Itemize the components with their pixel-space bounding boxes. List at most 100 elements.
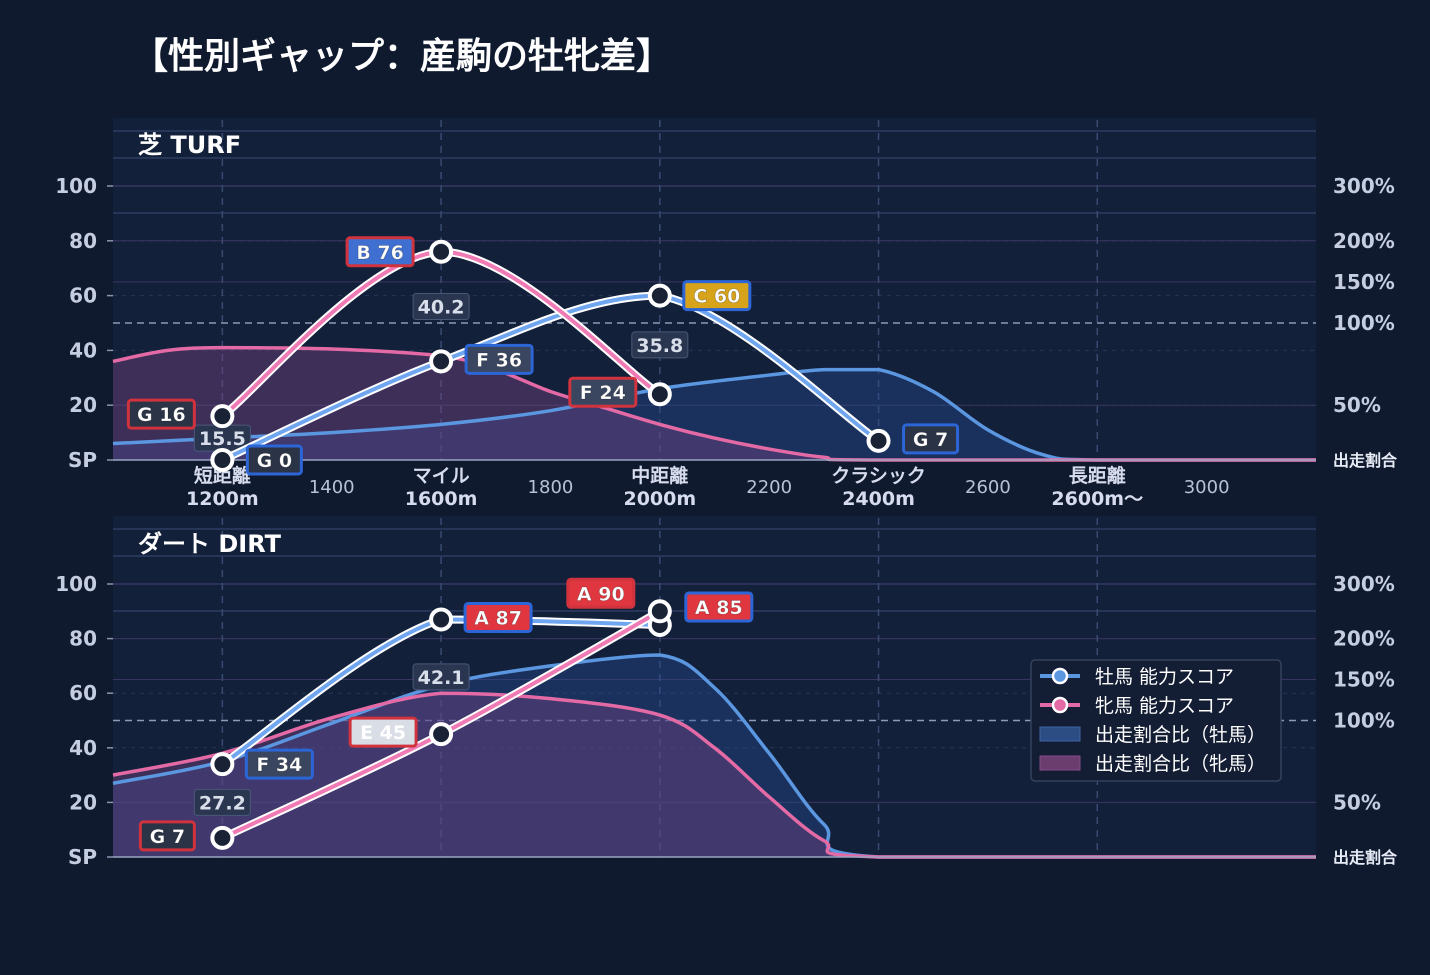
right-tick-label: 100% [1333, 311, 1395, 335]
y-tick-label: 60 [69, 284, 97, 308]
x-tick-label: 1800 [528, 477, 574, 498]
x-category-label: クラシック [831, 465, 926, 487]
grade-label-box-female [345, 236, 415, 268]
ratio-label-box [412, 663, 470, 691]
area-fill-male [113, 654, 1316, 857]
x-category-label: マイル [413, 465, 470, 487]
grade-label-box-male [464, 343, 534, 375]
ratio-label: 27.2 [199, 792, 246, 814]
marker-male [866, 428, 891, 453]
ratio-label-box [631, 331, 689, 359]
grade-label-female: A 90 [577, 583, 625, 605]
x-category-label: 中距離 [631, 464, 688, 487]
grade-label-female: F 24 [580, 382, 626, 404]
marker-male [647, 283, 672, 308]
right-tick-label: 200% [1333, 229, 1395, 253]
marker-male [429, 349, 454, 374]
y-tick-label: 60 [69, 681, 97, 705]
grade-label-box-female [138, 820, 196, 852]
grade-label-box-male [684, 591, 754, 623]
right-tick-label: 出走割合 [1333, 848, 1398, 867]
legend-label: 牡馬 能力スコア [1095, 666, 1234, 688]
grade-label-female: B 76 [356, 242, 404, 264]
marker-male [210, 448, 235, 472]
legend-label: 出走割合比（牡馬） [1095, 724, 1266, 746]
x-category-label: 短距離 [194, 464, 251, 487]
x-category-distance: 2600m〜 [1051, 488, 1143, 510]
marker-female [429, 239, 454, 264]
grade-label-female: G 7 [150, 826, 185, 848]
y-tick-label: SP [68, 448, 97, 472]
y-tick-label: 40 [69, 338, 97, 362]
ratio-label: 15.5 [199, 428, 246, 450]
grade-label-male: A 87 [474, 607, 522, 629]
x-category-label: 長距離 [1069, 464, 1126, 487]
right-tick-label: 出走割合 [1333, 451, 1398, 470]
right-tick-label: 300% [1333, 572, 1395, 596]
right-tick-label: 300% [1333, 174, 1395, 198]
grade-label-box-female [348, 716, 418, 748]
grade-label-male: F 36 [476, 349, 522, 371]
x-category-distance: 2000m [623, 488, 696, 510]
x-category-distance: 1600m [405, 488, 478, 510]
y-tick-label: SP [68, 845, 97, 869]
grade-label-male: A 85 [695, 597, 743, 619]
area-line-male [112, 367, 1316, 462]
legend-swatch-area [1039, 755, 1081, 771]
grade-label-box-female [566, 577, 636, 609]
marker-female [647, 599, 672, 624]
grade-label-box-male [245, 444, 303, 476]
y-tick-label: 20 [69, 790, 97, 814]
legend-box [1030, 659, 1282, 782]
y-tick-label: 80 [69, 229, 97, 253]
grade-label-male: G 0 [257, 450, 292, 472]
ratio-label: 40.2 [418, 297, 465, 319]
chart-title: 【性別ギャップ：産駒の牡牝差】 [132, 36, 672, 77]
marker-male [429, 607, 454, 632]
y-tick-label: 40 [69, 736, 97, 760]
legend-swatch-marker [1051, 696, 1069, 714]
right-tick-label: 200% [1333, 627, 1395, 651]
y-tick-label: 100 [55, 572, 97, 596]
legend-label: 牝馬 能力スコア [1095, 695, 1234, 717]
legend-swatch-marker [1051, 667, 1069, 685]
x-tick-label: 3000 [1184, 477, 1230, 498]
x-tick-label: 2200 [746, 477, 792, 498]
marker-female [429, 722, 454, 747]
panel-0: SP 20 40 60 80 100 出走割合 50% 100% 150% 200% 300% 1400… [55, 118, 1398, 510]
panel-1: SP 20 40 60 80 100 出走割合 50% 100% 150% 200% 300% ダート … [55, 516, 1398, 869]
marker-male [210, 752, 235, 777]
x-tick-label: 1400 [309, 477, 355, 498]
y-tick-label: 80 [69, 627, 97, 651]
legend-label: 出走割合比（牝馬） [1095, 753, 1266, 775]
grade-label-box-male [902, 423, 960, 455]
panel-title: ダート DIRT [138, 530, 282, 558]
x-category-distance: 2400m [842, 488, 915, 510]
ratio-label: 42.1 [418, 667, 465, 689]
grade-label-box-male [244, 748, 314, 780]
series-line-male [220, 293, 881, 462]
grade-label-box-female [126, 398, 196, 430]
grade-label-box-female [568, 376, 638, 408]
grade-label-female: G 16 [137, 404, 186, 426]
right-tick-label: 150% [1333, 270, 1395, 294]
x-category-distance: 1200m [186, 488, 259, 510]
chart-panels: SP 20 40 60 80 100 出走割合 50% 100% 150% 200% 300% 1400… [55, 118, 1398, 869]
marker-female [210, 825, 235, 850]
ratio-label-box [412, 293, 470, 321]
y-tick-label: 20 [69, 393, 97, 417]
right-tick-label: 100% [1333, 709, 1395, 733]
x-tick-label: 2600 [965, 477, 1011, 498]
panel-title: 芝 TURF [138, 131, 241, 159]
legend-swatch-area [1039, 726, 1081, 742]
right-tick-label: 50% [1333, 393, 1381, 417]
grade-label-female: E 45 [360, 722, 406, 744]
right-tick-label: 50% [1333, 790, 1381, 814]
ratio-label: 35.8 [636, 335, 683, 357]
right-tick-label: 150% [1333, 668, 1395, 692]
grade-label-box-male [463, 601, 533, 633]
marker-female [647, 382, 672, 407]
marker-female [210, 404, 235, 429]
